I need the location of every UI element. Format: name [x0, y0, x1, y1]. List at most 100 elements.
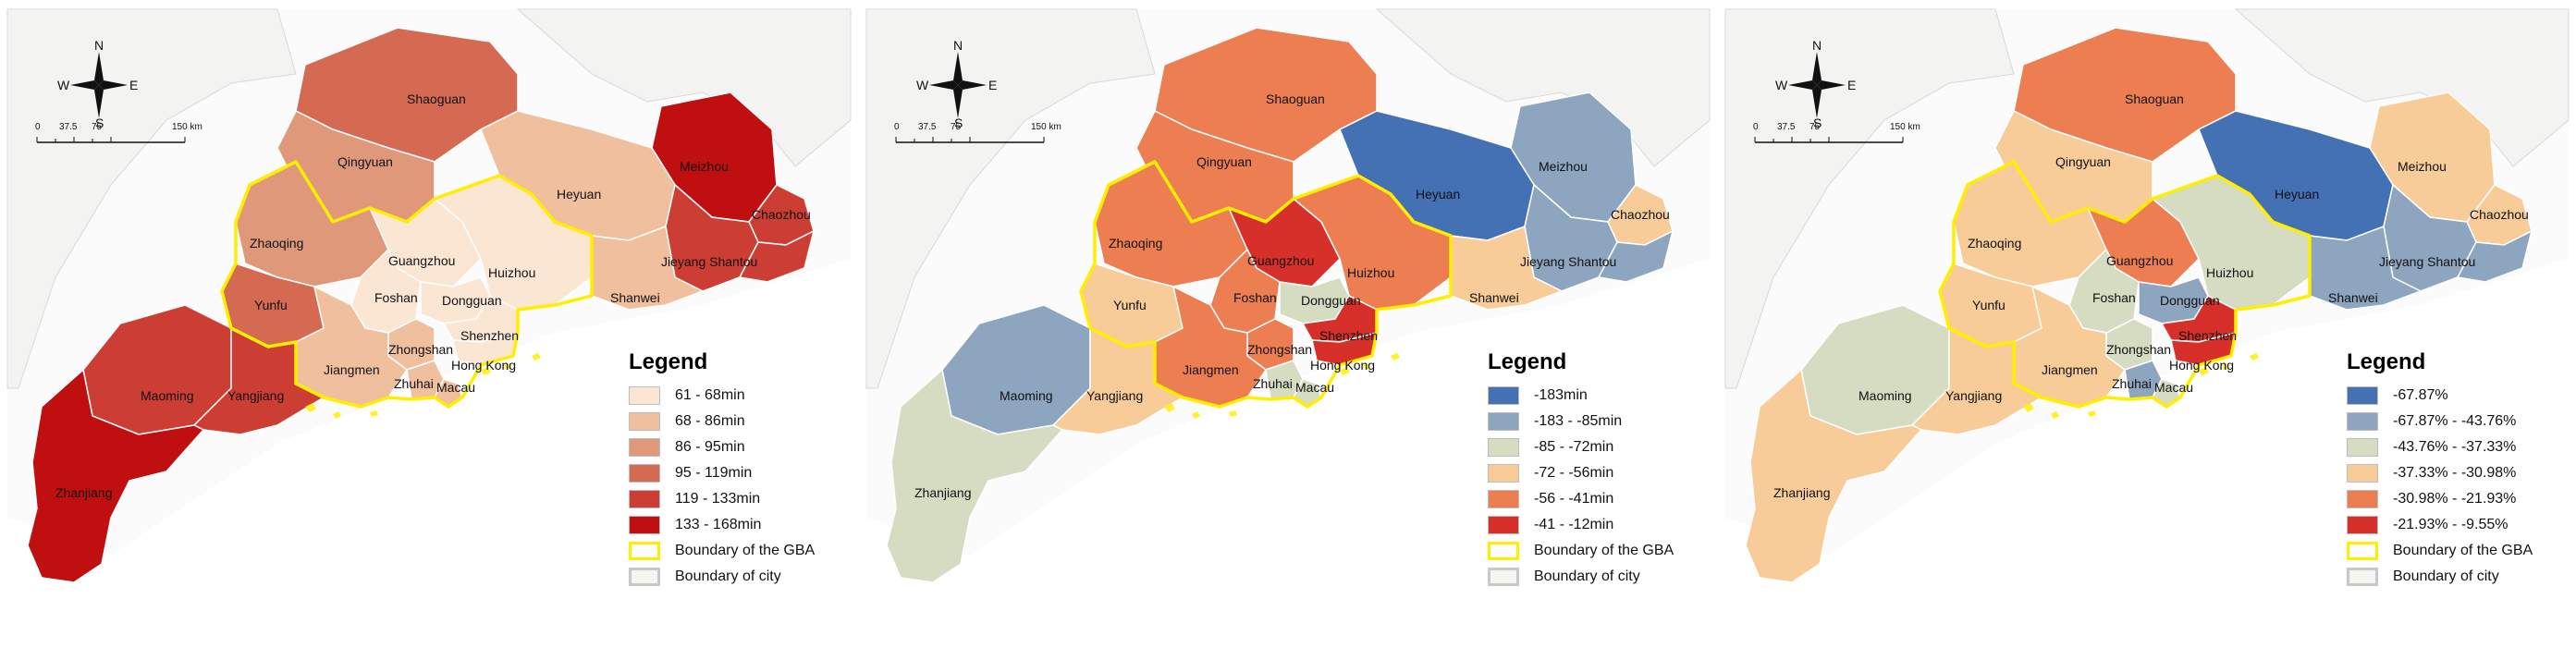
legend-item: 86 - 95min	[629, 434, 855, 460]
label-heyuan: Heyuan	[2275, 187, 2319, 202]
label-macau: Macau	[2154, 380, 2193, 395]
legend-label: 133 - 168min	[675, 517, 762, 532]
legend-label: -67.87%	[2393, 387, 2448, 403]
legend-label: Boundary of the GBA	[2393, 543, 2533, 558]
label-shenzhen: Shenzhen	[460, 328, 519, 343]
legend-swatch	[2347, 568, 2378, 586]
legend-label: -85 - -72min	[1534, 439, 1614, 455]
label-jiangmen: Jiangmen	[324, 362, 380, 377]
label-guangzhou: Guangzhou	[388, 253, 455, 268]
label-guangzhou: Guangzhou	[1247, 253, 1314, 268]
label-jiangmen: Jiangmen	[2042, 362, 2098, 377]
compass-w: W	[1775, 78, 1788, 92]
north-arrow-icon: N S W E	[57, 39, 138, 128]
legend-label: -37.33% - -30.98%	[2393, 465, 2517, 481]
legend-swatch	[629, 464, 660, 483]
legend-item: -56 - -41min	[1488, 486, 1714, 512]
north-arrow-icon: N S W E	[916, 39, 997, 128]
label-shanwei: Shanwei	[610, 290, 660, 305]
label-meizhou: Meizhou	[2398, 159, 2447, 174]
coastal-islands	[1164, 353, 1400, 419]
legend-item: 95 - 119min	[629, 460, 855, 486]
legend-swatch	[2347, 542, 2378, 560]
scale-tick-2: 75	[92, 122, 103, 132]
legend-rows: -67.87% -67.87% - -43.76% -43.76% - -37.33…	[2347, 383, 2573, 590]
label-zhuhai: Zhuhai	[1253, 376, 1293, 391]
label-hongkong: Hong Kong	[2169, 358, 2234, 373]
legend-swatch	[1488, 516, 1519, 534]
legend-label: -30.98% - -21.93%	[2393, 491, 2517, 507]
label-huizhou: Huizhou	[2206, 265, 2253, 280]
legend-swatch	[629, 542, 660, 560]
legend-swatch	[1488, 464, 1519, 483]
legend-label: -41 - -12min	[1534, 517, 1614, 532]
legend-label: 119 - 133min	[675, 491, 761, 507]
label-zhongshan: Zhongshan	[1247, 342, 1312, 357]
legend-item: -67.87%	[2347, 383, 2573, 409]
label-shaoguan: Shaoguan	[407, 92, 466, 106]
legend-item: -85 - -72min	[1488, 434, 1714, 460]
legend-title: Legend	[1488, 349, 1567, 374]
compass-e: E	[988, 78, 997, 92]
region-zhanjiang	[27, 368, 205, 583]
legend-swatch	[629, 516, 660, 534]
legend-label: -183min	[1534, 387, 1588, 403]
label-hongkong: Hong Kong	[1310, 358, 1375, 373]
legend-rows: -183min -183 - -85min -85 - -72min -72 - -5…	[1488, 383, 1714, 590]
legend-label: 86 - 95min	[675, 439, 745, 455]
legend-title: Legend	[2347, 349, 2426, 374]
label-yangjiang: Yangjiang	[227, 388, 284, 403]
legend-label: 68 - 86min	[675, 413, 745, 429]
legend-label: 95 - 119min	[675, 465, 753, 481]
legend: Legend -67.87% -67.87% - -43.76% -43.76% -…	[2347, 349, 2573, 590]
legend-item: Boundary of the GBA	[1488, 538, 1714, 564]
legend-swatch	[1488, 542, 1519, 560]
region-shantou	[738, 229, 816, 283]
legend-label: -21.93% - -9.55%	[2393, 517, 2509, 532]
sea-area	[866, 259, 1710, 592]
label-shanwei: Shanwei	[2328, 290, 2378, 305]
compass-n: N	[953, 39, 963, 53]
scale-tick-0: 0	[35, 122, 41, 132]
neighbor-region	[865, 8, 1156, 389]
legend-label: -72 - -56min	[1534, 465, 1614, 481]
region-zhanjiang	[886, 368, 1064, 583]
compass-s: S	[95, 116, 104, 128]
label-zhuhai: Zhuhai	[2112, 376, 2152, 391]
label-shaoguan: Shaoguan	[1266, 92, 1325, 106]
legend-label: Boundary of the GBA	[675, 543, 816, 558]
legend-item: -43.76% - -37.33%	[2347, 434, 2573, 460]
legend-label: Boundary of city	[1534, 568, 1640, 584]
label-qingyuan: Qingyuan	[1196, 154, 1252, 169]
label-heyuan: Heyuan	[557, 187, 601, 202]
label-zhanjiang: Zhanjiang	[914, 485, 972, 500]
legend-rows: 61 - 68min 68 - 86min 86 - 95min 95 - 119mi…	[629, 383, 855, 590]
legend-swatch	[1488, 386, 1519, 405]
legend-item: Boundary of the GBA	[629, 538, 855, 564]
legend-swatch	[2347, 438, 2378, 457]
legend-swatch	[629, 438, 660, 457]
map-panel-1: Shaoguan Qingyuan Meizhou Heyuan Chaozho…	[0, 0, 858, 660]
label-macau: Macau	[436, 380, 475, 395]
label-maoming: Maoming	[1858, 388, 1912, 403]
label-dongguan: Dongguan	[2160, 293, 2220, 308]
compass-e: E	[1847, 78, 1856, 92]
label-guangzhou: Guangzhou	[2106, 253, 2173, 268]
legend-label: -56 - -41min	[1534, 491, 1614, 507]
legend: Legend -183min -183 - -85min -85 - -72min -…	[1488, 349, 1714, 590]
compass-w: W	[57, 78, 70, 92]
label-jieyang-shantou: Jieyang Shantou	[1520, 254, 1616, 269]
legend-item: Boundary of city	[1488, 564, 1714, 590]
coastal-islands	[2023, 353, 2259, 419]
sea-area	[1725, 259, 2569, 592]
scale-tick-2: 75	[951, 122, 962, 132]
gba-boundary	[1938, 160, 2312, 409]
label-qingyuan: Qingyuan	[2055, 154, 2111, 169]
compass-n: N	[1812, 39, 1822, 53]
legend-label: Boundary of city	[2393, 568, 2499, 584]
label-jiangmen: Jiangmen	[1183, 362, 1239, 377]
label-hongkong: Hong Kong	[451, 358, 516, 373]
label-zhaoqing: Zhaoqing	[250, 236, 303, 251]
scale-tick-1: 37.5	[918, 122, 937, 132]
label-maoming: Maoming	[1000, 388, 1053, 403]
